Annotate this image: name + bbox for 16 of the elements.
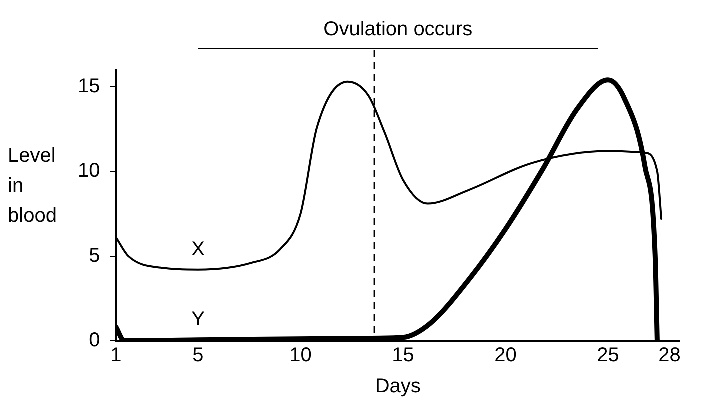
text: Ovulation occurs bbox=[324, 18, 473, 41]
x-tick-label: 15 bbox=[392, 344, 414, 367]
x-tick-label: 20 bbox=[494, 344, 517, 367]
x-tick-label: 5 bbox=[192, 344, 204, 367]
y-tick-label: 10 bbox=[78, 160, 100, 182]
series-label: Y bbox=[192, 308, 205, 331]
x-tick-label: 1 bbox=[110, 344, 122, 367]
x-axis-title: Days bbox=[375, 376, 421, 398]
y-tick-label: 0 bbox=[89, 330, 100, 352]
y-axis-title: Level in blood bbox=[8, 144, 58, 228]
x-tick-label: 25 bbox=[597, 344, 620, 367]
x-tick-label: 28 bbox=[658, 344, 681, 367]
y-tick-label: 5 bbox=[89, 244, 100, 267]
series-label: X bbox=[192, 238, 205, 260]
y-tick-label: 15 bbox=[78, 75, 100, 98]
x-tick-label: 10 bbox=[290, 344, 312, 367]
